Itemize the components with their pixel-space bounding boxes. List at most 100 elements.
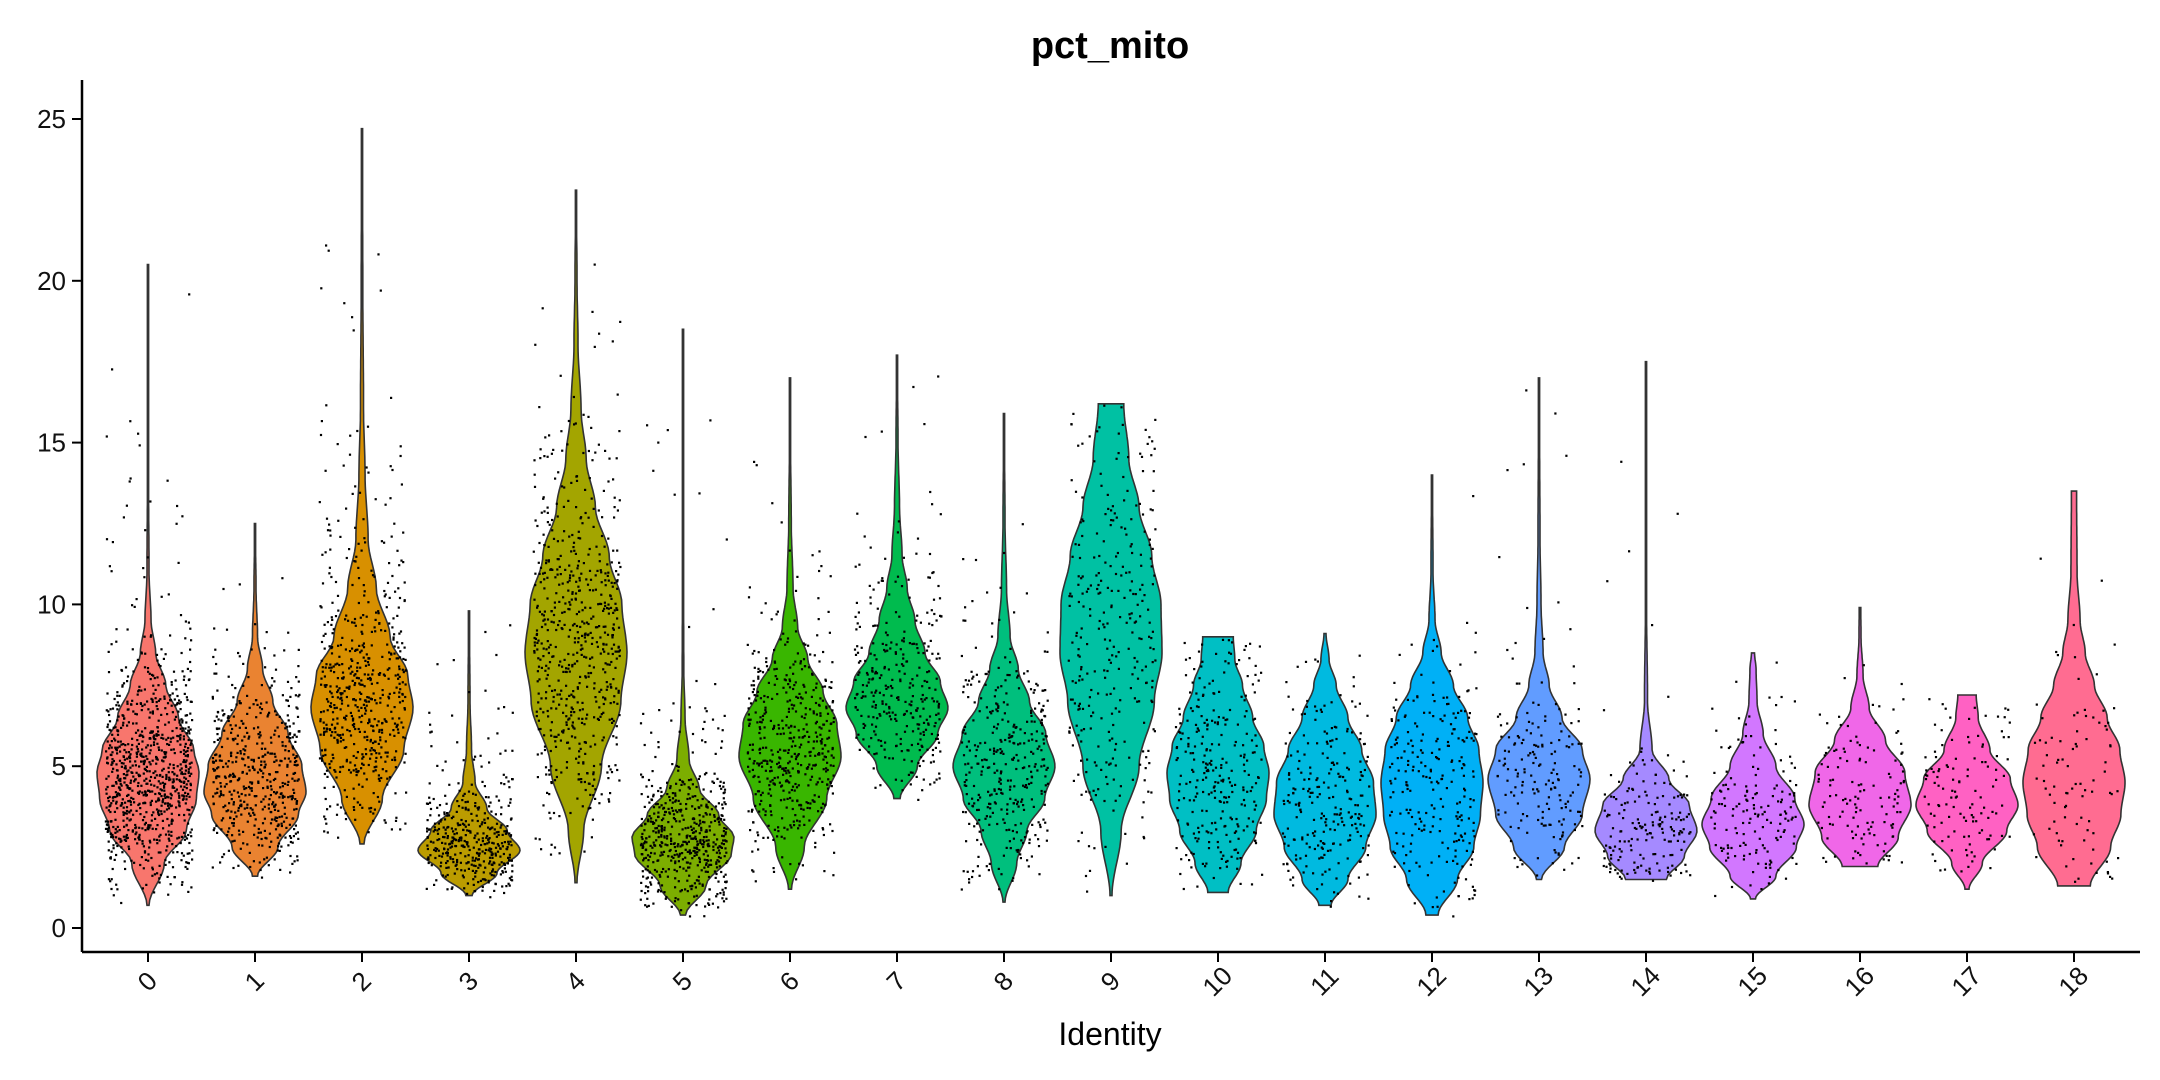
data-point xyxy=(222,794,225,797)
data-point xyxy=(587,415,590,418)
data-point xyxy=(587,672,590,675)
data-point xyxy=(503,706,506,709)
data-point xyxy=(976,745,980,748)
data-point xyxy=(114,828,117,831)
data-point xyxy=(269,780,272,783)
data-point xyxy=(402,531,405,534)
data-point xyxy=(606,663,609,666)
data-point xyxy=(901,789,904,792)
data-point xyxy=(758,748,761,751)
data-point xyxy=(250,782,253,785)
data-point xyxy=(1114,572,1118,576)
data-point xyxy=(134,764,137,767)
data-point xyxy=(370,630,373,633)
data-point xyxy=(1040,765,1043,768)
data-point xyxy=(499,873,502,876)
data-point xyxy=(220,719,223,722)
data-point xyxy=(602,702,605,706)
data-point xyxy=(293,760,297,764)
data-point xyxy=(663,829,666,832)
data-point xyxy=(751,691,754,694)
data-point xyxy=(138,802,141,805)
data-point xyxy=(902,637,905,640)
data-point xyxy=(112,784,115,787)
data-point xyxy=(131,789,134,792)
data-point xyxy=(357,601,360,605)
data-point xyxy=(222,587,225,591)
data-point xyxy=(294,740,297,743)
data-point xyxy=(814,754,817,757)
data-point xyxy=(511,778,514,781)
data-point xyxy=(923,642,926,645)
data-point xyxy=(378,800,381,803)
data-point xyxy=(857,611,860,614)
data-point xyxy=(162,737,165,740)
data-point xyxy=(1127,456,1130,459)
data-point xyxy=(758,780,761,783)
data-point xyxy=(1017,759,1020,762)
data-point xyxy=(111,762,114,765)
data-point xyxy=(166,817,169,821)
data-point xyxy=(367,673,370,676)
data-point xyxy=(127,800,130,803)
data-point xyxy=(143,576,146,579)
data-point xyxy=(461,806,464,809)
data-point xyxy=(961,731,964,734)
data-point xyxy=(966,870,969,873)
data-point xyxy=(160,804,163,807)
data-point xyxy=(885,687,888,690)
data-point xyxy=(455,863,458,866)
data-point xyxy=(231,834,234,837)
data-point xyxy=(558,815,561,818)
data-point xyxy=(643,842,646,845)
data-point xyxy=(129,787,132,790)
data-point xyxy=(147,670,150,673)
data-point xyxy=(1019,728,1022,731)
data-point xyxy=(647,904,650,907)
data-point xyxy=(802,815,805,818)
data-point xyxy=(320,659,323,662)
data-point xyxy=(698,860,701,864)
data-point xyxy=(354,526,357,529)
data-point xyxy=(1035,739,1038,743)
data-point xyxy=(694,795,697,798)
data-point xyxy=(146,744,149,747)
data-point xyxy=(287,844,290,847)
data-point xyxy=(1080,577,1083,580)
data-point xyxy=(404,752,407,755)
data-point xyxy=(281,577,284,580)
data-point xyxy=(297,778,300,781)
data-point xyxy=(164,653,167,656)
data-point xyxy=(724,803,727,806)
data-point xyxy=(553,689,556,692)
data-point xyxy=(773,661,777,664)
data-point xyxy=(551,568,554,571)
data-point xyxy=(1013,785,1016,788)
data-point xyxy=(263,765,267,769)
data-point xyxy=(869,596,872,599)
data-point xyxy=(1129,687,1132,690)
data-point xyxy=(748,719,751,722)
data-point xyxy=(155,734,158,737)
data-point xyxy=(157,746,160,749)
data-point xyxy=(379,701,382,704)
data-point xyxy=(363,673,366,676)
data-point xyxy=(121,798,124,801)
data-point xyxy=(293,808,296,811)
data-point xyxy=(720,842,723,845)
data-point xyxy=(152,684,155,687)
data-point xyxy=(575,479,579,482)
data-point xyxy=(1133,621,1136,624)
data-point xyxy=(149,711,152,714)
data-point xyxy=(550,452,553,455)
data-point xyxy=(172,748,175,751)
data-point xyxy=(119,750,122,753)
data-point xyxy=(390,653,393,656)
data-point xyxy=(330,666,333,669)
data-point xyxy=(573,696,576,699)
data-point xyxy=(428,796,431,799)
data-point xyxy=(922,652,925,655)
data-point xyxy=(347,704,350,707)
data-point xyxy=(653,844,656,847)
data-point xyxy=(963,784,966,787)
